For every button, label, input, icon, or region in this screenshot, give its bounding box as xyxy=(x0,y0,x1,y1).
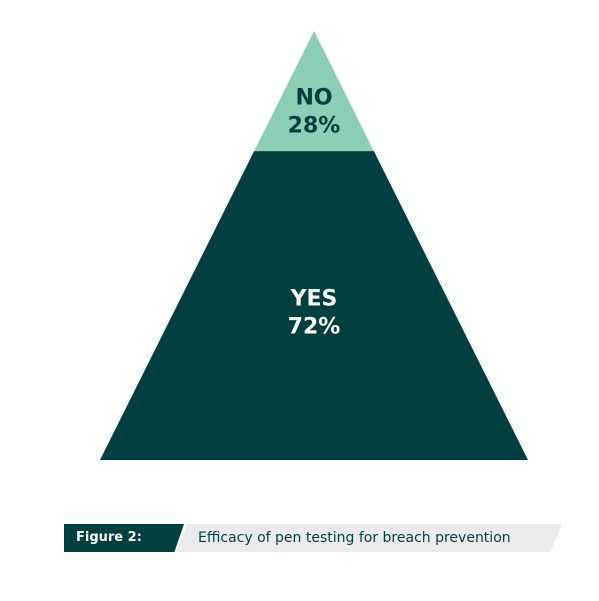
pyramid-segment-yes xyxy=(100,151,528,460)
segment-value-no: 28% xyxy=(288,113,341,138)
figure-caption-text: Efficacy of pen testing for breach preve… xyxy=(176,524,562,552)
figure-label: Figure 2: xyxy=(64,524,184,552)
figure-caption: Figure 2: Efficacy of pen testing for br… xyxy=(64,524,564,552)
segment-label-yes: YES xyxy=(290,287,338,312)
segment-value-yes: 72% xyxy=(288,315,341,340)
segment-label-no: NO xyxy=(295,85,332,110)
pyramid-segment-no xyxy=(254,31,374,152)
